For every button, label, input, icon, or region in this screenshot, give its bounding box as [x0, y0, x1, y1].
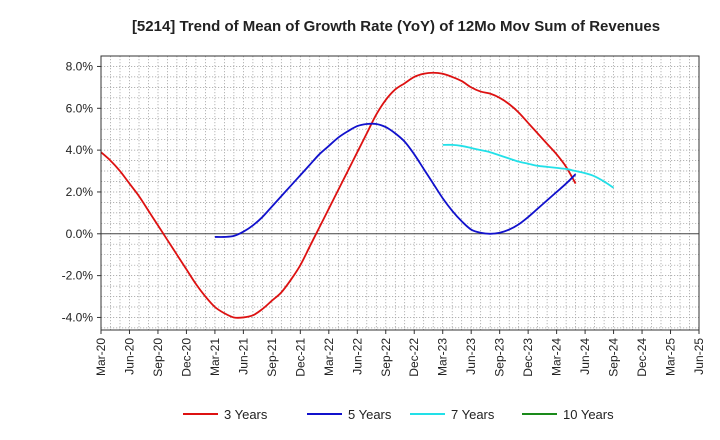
- x-tick-label: Dec-23: [521, 338, 535, 377]
- chart-container: [5214] Trend of Mean of Growth Rate (YoY…: [0, 0, 720, 440]
- x-tick-label: Jun-23: [464, 338, 478, 375]
- x-tick-label: Sep-23: [493, 338, 507, 377]
- legend: 3 Years 5 Years 7 Years 10 Years: [183, 407, 614, 422]
- chart-title: [5214] Trend of Mean of Growth Rate (YoY…: [132, 18, 660, 35]
- y-tick-label: 2.0%: [66, 185, 94, 199]
- legend-label-5-years: 5 Years: [348, 407, 392, 422]
- line-chart: [5214] Trend of Mean of Growth Rate (YoY…: [0, 0, 720, 440]
- x-tick-label: Jun-24: [578, 338, 592, 375]
- y-tick-label: 0.0%: [66, 227, 94, 241]
- x-tick-label: Mar-25: [664, 338, 678, 376]
- plot-area: [101, 56, 699, 330]
- x-tick-label: Mar-23: [436, 338, 450, 376]
- x-tick-label: Mar-24: [550, 338, 564, 376]
- x-tick-label: Sep-22: [379, 338, 393, 377]
- y-tick-label: 6.0%: [66, 101, 94, 115]
- y-axis-ticks: -4.0% -2.0% 0.0% 2.0% 4.0% 6.0% 8.0%: [62, 59, 101, 324]
- legend-label-3-years: 3 Years: [224, 407, 268, 422]
- x-tick-label: Mar-22: [322, 338, 336, 376]
- legend-label-10-years: 10 Years: [563, 407, 614, 422]
- legend-label-7-years: 7 Years: [451, 407, 495, 422]
- x-tick-label: Jun-20: [123, 338, 137, 375]
- y-tick-label: 4.0%: [66, 143, 94, 157]
- x-tick-label: Mar-21: [208, 338, 222, 376]
- x-axis-ticks: Mar-20 Jun-20 Sep-20 Dec-20 Mar-21 Jun-21 Sep-…: [94, 330, 706, 377]
- x-tick-label: Dec-22: [407, 338, 421, 377]
- x-tick-label: Dec-24: [635, 338, 649, 377]
- x-tick-label: Dec-20: [179, 338, 193, 377]
- x-tick-label: Dec-21: [293, 338, 307, 377]
- y-tick-label: 8.0%: [66, 59, 94, 73]
- x-tick-label: Sep-20: [151, 338, 165, 377]
- y-tick-label: -2.0%: [62, 269, 94, 283]
- x-tick-label: Jun-22: [350, 338, 364, 375]
- x-tick-label: Mar-20: [94, 338, 108, 376]
- x-tick-label: Jun-21: [236, 338, 250, 375]
- x-tick-label: Jun-25: [692, 338, 706, 375]
- y-tick-label: -4.0%: [62, 310, 94, 324]
- x-tick-label: Sep-21: [265, 338, 279, 377]
- x-tick-label: Sep-24: [607, 338, 621, 377]
